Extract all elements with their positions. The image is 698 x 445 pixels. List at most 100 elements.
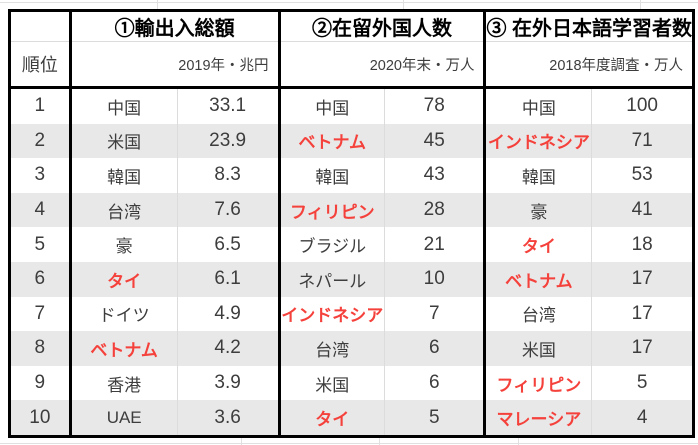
table-row: インドネシア 71 xyxy=(486,123,693,159)
country-cell: 韓国 xyxy=(521,167,556,187)
rank-cell: 10 xyxy=(11,400,69,435)
value-cell: 17 xyxy=(591,261,692,297)
value-cell: 4.9 xyxy=(176,296,278,332)
table-row: ドイツ 4.9 xyxy=(72,296,278,332)
gridline-top xyxy=(0,2,698,3)
table-row: 台湾 6 xyxy=(280,331,484,366)
country-cell: インドネシア xyxy=(281,306,384,326)
gridline-stub xyxy=(640,0,641,9)
rank-header-label: 順位 xyxy=(11,42,69,89)
rank-cell: 8 xyxy=(11,331,69,366)
table-row: 中国 100 xyxy=(486,89,692,124)
value-cell: 7.6 xyxy=(176,192,278,228)
table-row: 韓国 53 xyxy=(486,158,692,193)
gridline-bottom xyxy=(0,443,698,444)
table-row: ベトナム 17 xyxy=(486,261,693,297)
table-row: 韓国 43 xyxy=(281,158,484,193)
value-cell: 17 xyxy=(591,296,692,332)
country-cell: ベトナム xyxy=(298,133,367,153)
country-cell: 韓国 xyxy=(107,167,142,187)
table-row: フィリピン 5 xyxy=(486,365,692,401)
country-cell: フィリピン xyxy=(496,375,582,395)
table-row: フィリピン 28 xyxy=(280,192,484,228)
value-cell: 23.9 xyxy=(176,123,278,159)
table-row: タイ 18 xyxy=(486,227,692,262)
value-cell: 3.6 xyxy=(176,400,278,435)
country-cell: 豪 xyxy=(530,202,548,222)
table-row: ベトナム 4.2 xyxy=(71,331,278,366)
table-row: マレーシア 4 xyxy=(486,400,693,435)
table-row: 米国 6 xyxy=(281,365,484,401)
section-title: ①輸出入総額 xyxy=(71,12,278,42)
country-cell: 中国 xyxy=(521,98,556,118)
gridline-stub xyxy=(518,438,519,445)
country-cell: 台湾 xyxy=(315,340,350,360)
value-cell: 8.3 xyxy=(176,158,278,193)
country-cell: フィリピン xyxy=(289,202,375,222)
country-cell: 米国 xyxy=(107,133,142,153)
country-cell: ベトナム xyxy=(505,271,573,291)
value-cell: 6.1 xyxy=(176,261,278,297)
country-cell: 香港 xyxy=(107,375,142,395)
value-cell: 18 xyxy=(591,227,692,262)
value-cell: 5 xyxy=(591,365,692,401)
table-row: 台湾 17 xyxy=(486,296,692,332)
value-cell: 17 xyxy=(591,331,692,366)
rank-cell: 7 xyxy=(34,302,46,324)
country-cell: 中国 xyxy=(315,98,350,118)
gridline-stub xyxy=(241,438,242,445)
country-cell: 韓国 xyxy=(315,167,350,187)
section-unit: 2020年末・万人 xyxy=(280,42,484,89)
rank-cell: 1 xyxy=(34,95,46,117)
gridline-stub xyxy=(379,438,380,445)
table-row: 豪 6.5 xyxy=(72,227,278,262)
section-unit: 2019年・兆円 xyxy=(71,42,278,89)
section-title: ②在留外国人数 xyxy=(280,12,484,42)
country-cell: ネパール xyxy=(298,271,367,291)
country-cell: タイ xyxy=(521,237,556,257)
rank-cell: 6 xyxy=(11,261,69,297)
value-cell: 6 xyxy=(384,331,483,366)
value-cell: 6 xyxy=(384,365,483,401)
country-cell: マレーシア xyxy=(496,410,582,430)
value-cell: 6.5 xyxy=(176,227,278,262)
rank-cell: 5 xyxy=(34,233,46,255)
section-unit: 2018年度調査・万人 xyxy=(486,42,693,89)
section-title: ③ 在外日本語学習者数 xyxy=(486,12,693,42)
value-cell: 33.1 xyxy=(176,89,278,124)
country-cell: 米国 xyxy=(315,375,350,395)
table-row: タイ 6.1 xyxy=(71,261,278,297)
table-row: 米国 17 xyxy=(486,331,693,366)
country-cell: ブラジル xyxy=(298,237,367,257)
value-cell: 41 xyxy=(591,192,692,228)
rank-cell: 4 xyxy=(11,192,69,228)
country-cell: ベトナム xyxy=(90,340,158,360)
table-row: ブラジル 21 xyxy=(281,227,484,262)
rank-cell: 3 xyxy=(34,164,46,186)
table-row: 中国 33.1 xyxy=(72,89,278,124)
value-cell: 71 xyxy=(591,123,692,159)
section-japanese-learners: ③ 在外日本語学習者数 2018年度調査・万人 中国 100 インドネシア 71 韓国 5… xyxy=(483,12,693,435)
value-cell: 45 xyxy=(384,123,483,159)
table-row: 香港 3.9 xyxy=(72,365,278,401)
value-cell: 78 xyxy=(384,89,483,124)
section-foreign-residents: ②在留外国人数 2020年末・万人 中国 78 ベトナム 45 韓国 43 フィリピン 28 ブ… xyxy=(277,12,484,435)
country-cell: 台湾 xyxy=(521,306,556,326)
rank-title-cell xyxy=(11,12,69,42)
table-row: ベトナム 45 xyxy=(280,123,484,159)
country-cell: 台湾 xyxy=(107,202,142,222)
gridline-stub xyxy=(157,0,158,9)
country-cell: タイ xyxy=(315,410,350,430)
country-cell: 豪 xyxy=(115,237,133,257)
table-row: タイ 5 xyxy=(280,400,484,435)
value-cell: 7 xyxy=(384,296,483,332)
table-row: インドネシア 7 xyxy=(281,296,484,332)
country-cell: ドイツ xyxy=(98,306,150,326)
section-trade-total: ①輸出入総額 2019年・兆円 中国 33.1 米国 23.9 韓国 8.3 台湾 7.6 豪 6… xyxy=(68,12,278,435)
value-cell: 21 xyxy=(384,227,483,262)
table-row: 台湾 7.6 xyxy=(71,192,278,228)
country-cell: UAE xyxy=(106,407,142,427)
gridline-stub xyxy=(403,0,404,9)
table-row: 中国 78 xyxy=(281,89,484,124)
